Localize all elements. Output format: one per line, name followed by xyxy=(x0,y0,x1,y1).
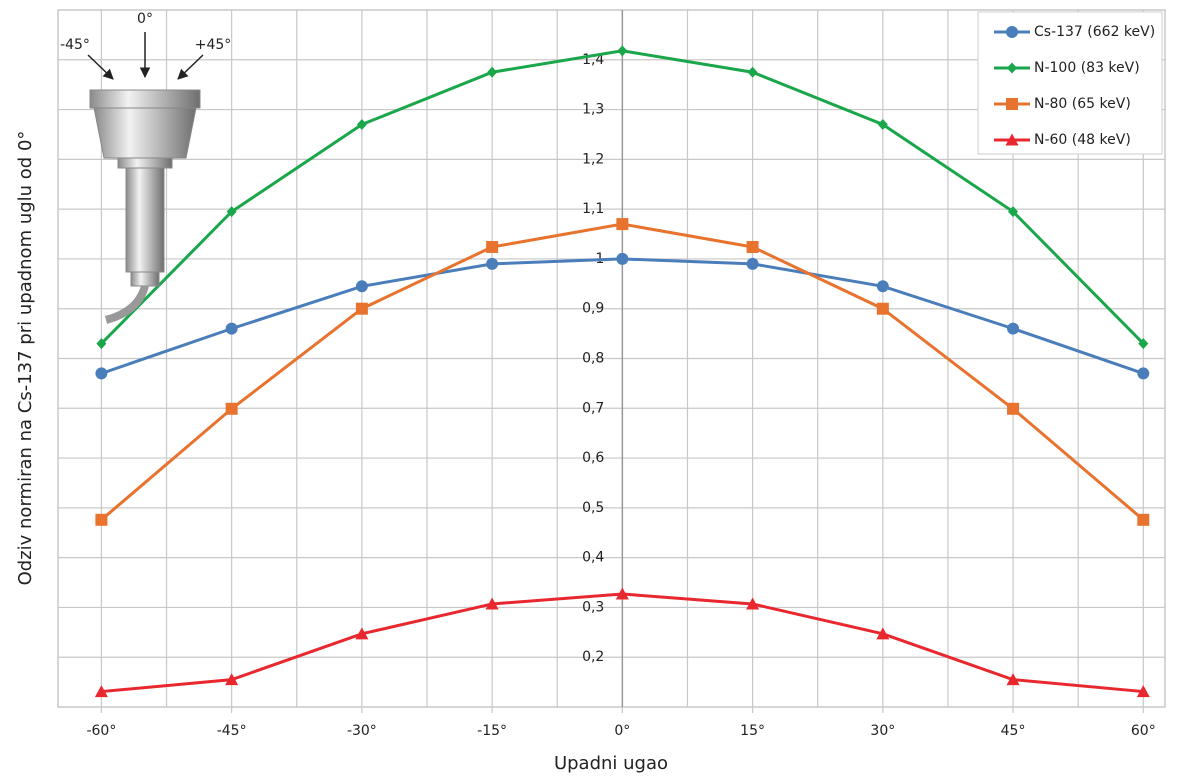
series xyxy=(94,587,1150,698)
point xyxy=(1007,402,1020,415)
point xyxy=(94,685,108,698)
point xyxy=(1007,322,1020,335)
point xyxy=(1137,367,1150,380)
point xyxy=(1008,206,1019,218)
point xyxy=(616,218,629,231)
y-tick-label: 0,9 xyxy=(582,301,604,317)
y-tick-label: 0,3 xyxy=(582,599,604,615)
detector-neck xyxy=(117,157,173,169)
detector-body xyxy=(93,107,197,159)
point xyxy=(877,119,888,131)
arrow xyxy=(87,54,114,80)
x-tick-label: 45° xyxy=(1001,723,1026,739)
point xyxy=(1137,513,1150,526)
point xyxy=(95,367,108,380)
angle-label: -45° xyxy=(60,37,90,53)
point xyxy=(617,45,628,57)
y-tick-label: 1,1 xyxy=(582,201,604,217)
x-tick-label: 15° xyxy=(740,723,765,739)
point xyxy=(96,338,107,350)
y-tick-label: 0,6 xyxy=(582,450,604,466)
legend-label: Cs-137 (662 keV) xyxy=(1034,24,1155,40)
y-tick-label: 0,4 xyxy=(582,550,604,566)
detector-cap xyxy=(89,89,201,109)
y-tick-label: 0,7 xyxy=(582,400,604,416)
point xyxy=(876,280,889,293)
point xyxy=(226,206,237,218)
detector-illustration: -45° 0° +45° xyxy=(60,11,232,324)
point xyxy=(747,66,758,78)
series xyxy=(95,252,1150,380)
legend-label: N-60 (48 keV) xyxy=(1034,132,1131,148)
legend-marker xyxy=(1005,133,1019,146)
point xyxy=(615,587,629,600)
y-axis-title: Odziv normiran na Cs-137 pri upadnom ugl… xyxy=(15,131,36,586)
legend-marker xyxy=(1007,62,1017,74)
detector-tube xyxy=(125,167,165,273)
point xyxy=(746,240,759,253)
point xyxy=(225,673,239,686)
detector-base xyxy=(130,271,160,287)
x-axis-title: Upadni ugao xyxy=(554,753,668,774)
series xyxy=(95,218,1150,526)
point xyxy=(876,302,889,315)
y-tick-label: 0,5 xyxy=(582,500,604,516)
point xyxy=(355,302,368,315)
legend-marker xyxy=(1006,98,1018,110)
point xyxy=(485,597,499,610)
plot-area: 0,20,30,40,50,60,70,80,911,11,21,31,4-60… xyxy=(57,9,1166,739)
point xyxy=(746,257,759,270)
series xyxy=(96,45,1149,350)
point xyxy=(487,66,498,78)
legend-label: N-80 (65 keV) xyxy=(1034,96,1131,112)
point xyxy=(1138,338,1149,350)
point xyxy=(746,597,760,610)
point xyxy=(225,402,238,415)
angle-label: 0° xyxy=(137,11,153,27)
point xyxy=(616,252,629,265)
angle-label: +45° xyxy=(195,37,232,53)
legend: Cs-137 (662 keV) N-100 (83 keV) N-80 (65 k… xyxy=(977,11,1163,155)
y-tick-label: 1,3 xyxy=(582,102,604,118)
arrow xyxy=(177,54,204,80)
legend-marker xyxy=(1006,26,1018,38)
point xyxy=(876,627,890,640)
point xyxy=(1136,685,1150,698)
x-tick-label: -45° xyxy=(217,723,247,739)
detector-cable xyxy=(104,284,149,324)
point xyxy=(355,280,368,293)
x-tick-label: -15° xyxy=(477,723,507,739)
x-tick-label: 60° xyxy=(1131,723,1156,739)
x-tick-label: 0° xyxy=(614,723,630,739)
point xyxy=(225,322,238,335)
y-tick-label: 0,2 xyxy=(582,649,604,665)
point xyxy=(486,257,499,270)
point xyxy=(1006,673,1020,686)
point xyxy=(355,627,369,640)
x-tick-label: -30° xyxy=(347,723,377,739)
x-tick-label: 30° xyxy=(870,723,895,739)
y-tick-label: 0,8 xyxy=(582,351,604,367)
point xyxy=(95,513,108,526)
point xyxy=(486,240,499,253)
x-tick-label: -60° xyxy=(86,723,116,739)
point xyxy=(356,119,367,131)
y-tick-label: 1,2 xyxy=(582,151,604,167)
legend-label: N-100 (83 keV) xyxy=(1034,60,1140,76)
